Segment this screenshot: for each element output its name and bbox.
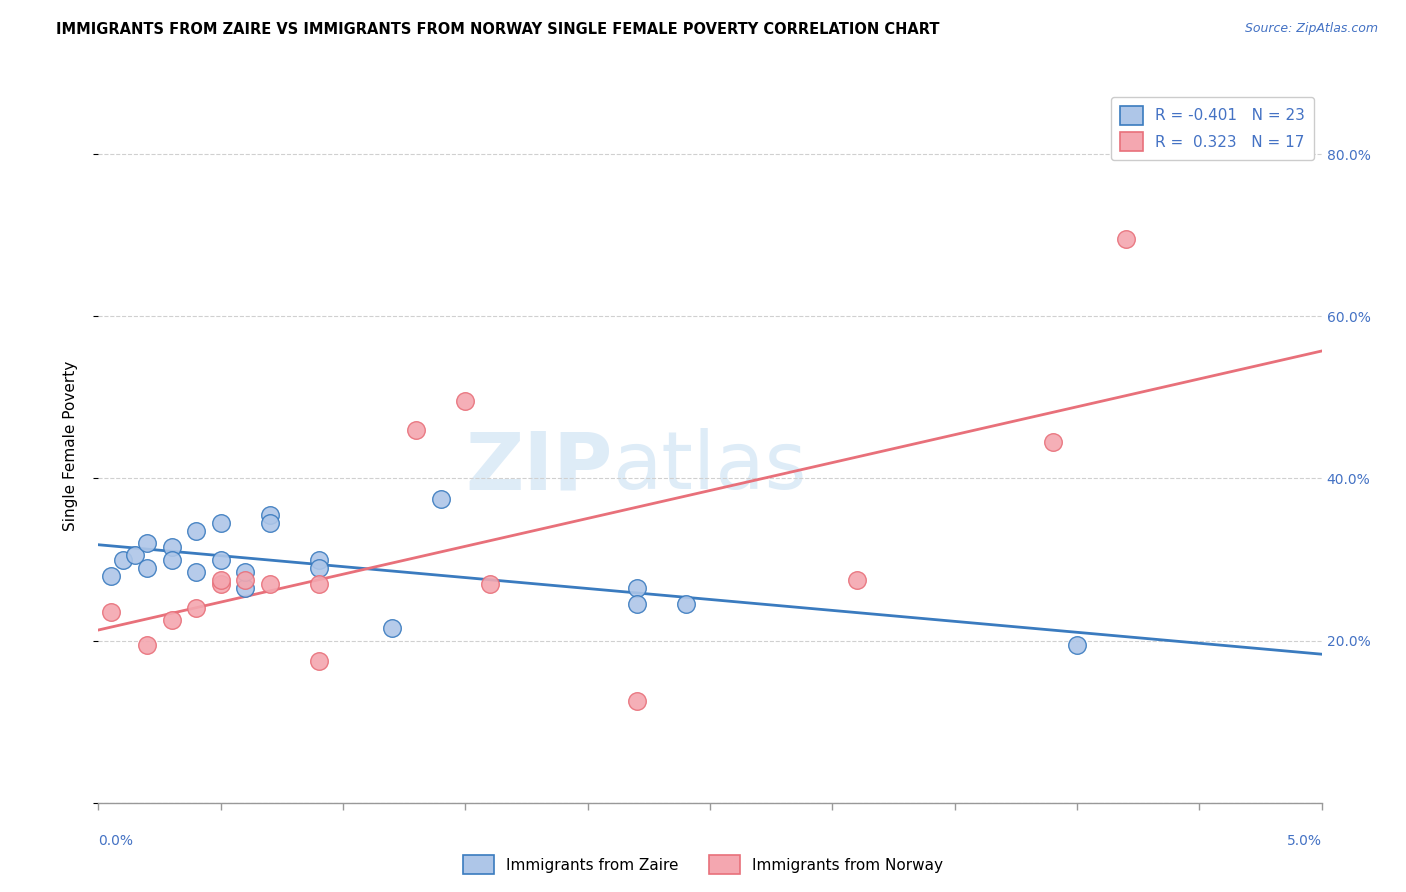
Point [100,568,122,582]
Legend: Immigrants from Zaire, Immigrants from Norway: Immigrants from Zaire, Immigrants from N… [457,849,949,880]
Text: IMMIGRANTS FROM ZAIRE VS IMMIGRANTS FROM NORWAY SINGLE FEMALE POVERTY CORRELATIO: IMMIGRANTS FROM ZAIRE VS IMMIGRANTS FROM… [56,22,939,37]
Point [405,423,427,437]
Point [100,605,122,619]
Point [845,573,868,587]
Point [259,516,281,530]
Point [454,394,477,409]
Point [136,536,159,550]
Point [136,638,159,652]
Point [111,552,134,566]
Point [1115,232,1137,246]
Text: ZIP: ZIP [465,428,612,507]
Point [259,508,281,522]
Point [209,552,232,566]
Point [136,560,159,574]
Point [233,581,256,595]
Text: Source: ZipAtlas.com: Source: ZipAtlas.com [1244,22,1378,36]
Point [675,597,697,611]
Point [209,577,232,591]
Point [478,577,501,591]
Point [626,694,648,708]
Point [186,524,208,538]
Point [160,613,183,627]
Point [186,565,208,579]
Text: 5.0%: 5.0% [1286,834,1322,848]
Point [626,597,648,611]
Point [308,654,330,668]
Point [160,552,183,566]
Point [160,541,183,555]
Point [209,573,232,587]
Point [259,577,281,591]
Point [233,573,256,587]
Point [381,622,404,636]
Point [308,577,330,591]
Point [308,560,330,574]
Point [124,549,146,563]
Text: 0.0%: 0.0% [98,834,134,848]
Y-axis label: Single Female Poverty: Single Female Poverty [63,361,77,531]
Point [186,601,208,615]
Point [1042,434,1064,449]
Point [308,552,330,566]
Point [233,565,256,579]
Point [1066,638,1088,652]
Text: atlas: atlas [612,428,807,507]
Point [626,581,648,595]
Legend: R = -0.401   N = 23, R =  0.323   N = 17: R = -0.401 N = 23, R = 0.323 N = 17 [1111,97,1315,160]
Point [209,516,232,530]
Point [430,491,453,506]
